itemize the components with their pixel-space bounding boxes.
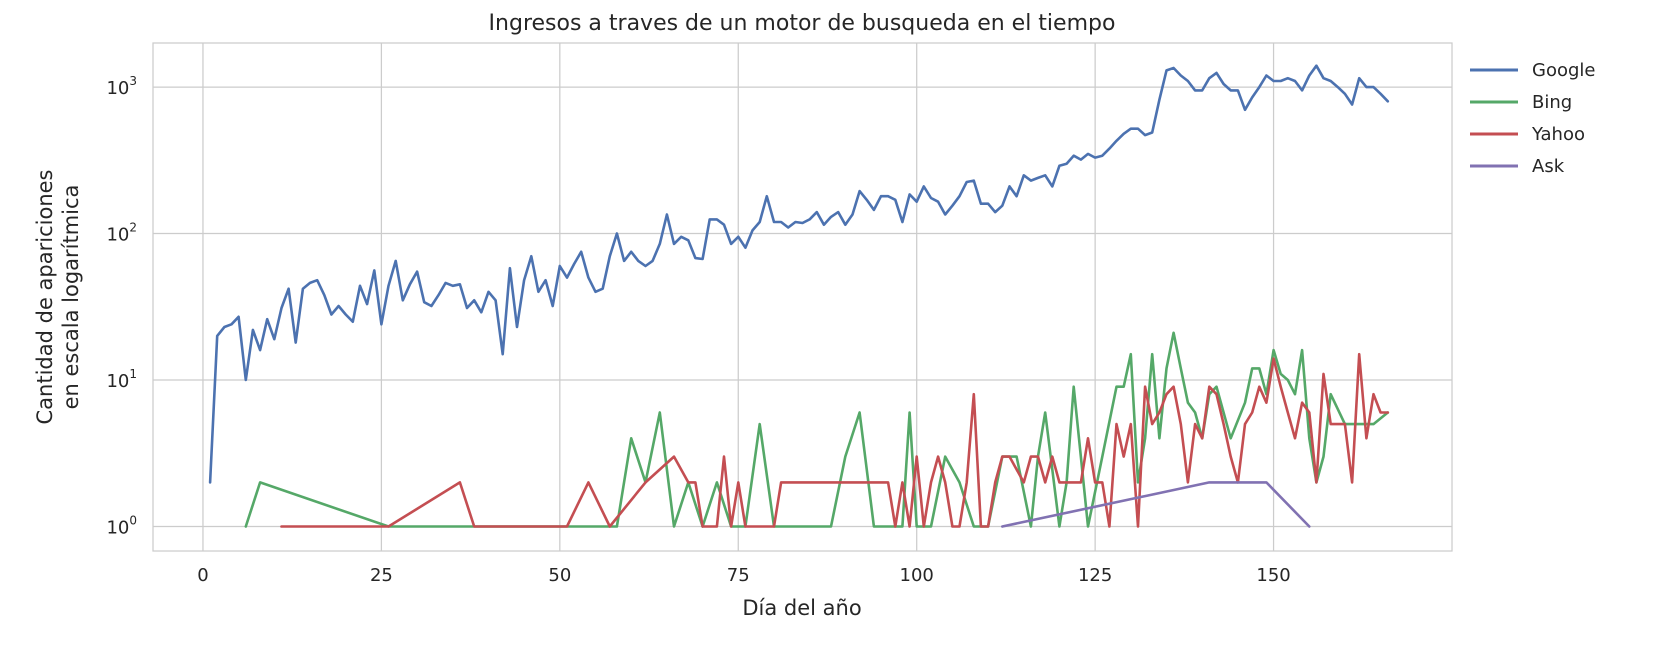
x-tick-label: 75 — [727, 565, 750, 586]
y-tick-label: 102 — [106, 221, 137, 246]
y-tick-label: 103 — [106, 74, 137, 99]
y-axis-label-line-2: en escala logarítmica — [59, 185, 83, 410]
legend-label-yahoo: Yahoo — [1531, 124, 1585, 145]
series-line-yahoo — [280, 352, 1390, 528]
y-tick-label: 101 — [106, 367, 137, 392]
x-tick-label: 125 — [1078, 565, 1112, 586]
legend-label-google: Google — [1532, 60, 1595, 81]
chart-title: Ingresos a traves de un motor de busqued… — [489, 11, 1116, 36]
y-tick-label: 100 — [106, 513, 137, 538]
plot-area — [152, 42, 1453, 552]
legend-label-ask: Ask — [1532, 156, 1565, 177]
series-line-bing — [244, 331, 1390, 528]
y-axis-label: Cantidad de apariciones en escala logarí… — [33, 170, 83, 425]
y-axis-label-line-1: Cantidad de apariciones — [33, 170, 57, 425]
series-lines — [208, 64, 1390, 528]
x-tick-label: 25 — [370, 565, 393, 586]
y-tick-labels: 100 101 102 103 — [106, 74, 137, 538]
series-line-google — [208, 64, 1390, 484]
x-tick-label: 150 — [1256, 565, 1290, 586]
grid — [153, 43, 1452, 551]
x-tick-label: 50 — [548, 565, 571, 586]
legend: Google Bing Yahoo Ask — [1470, 60, 1595, 177]
x-tick-labels: 0 25 50 75 100 125 150 — [197, 565, 1291, 586]
x-tick-label: 100 — [900, 565, 934, 586]
x-axis-label: Día del año — [742, 596, 861, 620]
series-line-ask — [1000, 481, 1311, 528]
x-tick-label: 0 — [197, 565, 208, 586]
legend-label-bing: Bing — [1532, 92, 1572, 113]
